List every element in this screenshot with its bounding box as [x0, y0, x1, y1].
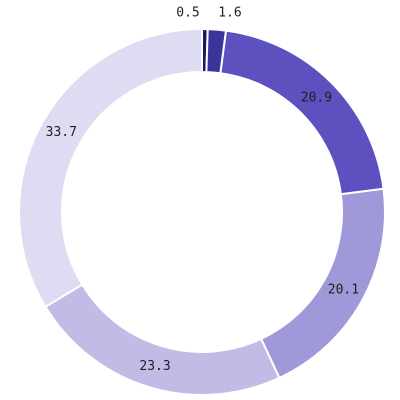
donut-labels: 0.5 1.6 20.9 20.1 23.3 33.7: [46, 6, 359, 375]
data-label-5: 33.7: [46, 125, 77, 140]
data-label-4: 23.3: [139, 359, 170, 374]
data-label-3: 20.1: [328, 282, 359, 297]
donut-slice-5: [18, 27, 203, 309]
data-label-2: 20.9: [301, 91, 332, 106]
data-label-0: 0.5: [176, 6, 199, 21]
donut-slice-4: [44, 283, 281, 396]
donut-slice-2: [219, 29, 385, 196]
donut-slice-3: [259, 187, 386, 380]
donut-slices: [18, 27, 386, 396]
data-label-1: 1.6: [218, 6, 241, 21]
